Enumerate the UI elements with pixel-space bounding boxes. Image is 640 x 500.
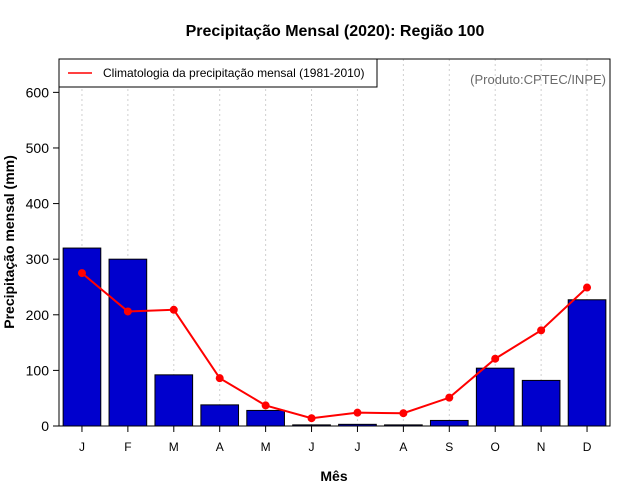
x-tick-label: A <box>399 440 407 454</box>
x-tick-label: A <box>216 440 224 454</box>
x-tick-label: J <box>354 440 360 454</box>
bar-9 <box>475 367 515 427</box>
x-tick-label: J <box>309 440 315 454</box>
bar-4 <box>246 409 285 427</box>
x-tick-label: D <box>583 440 592 454</box>
climatology-point-7 <box>399 409 408 418</box>
bar-11 <box>567 299 607 427</box>
y-axis-label: Precipitação mensal (mm) <box>1 155 17 329</box>
climatology-series <box>77 269 592 423</box>
bar-series <box>62 247 607 427</box>
x-tick-label: O <box>491 440 500 454</box>
climatology-point-4 <box>261 401 270 410</box>
legend: Climatologia da precipitação mensal (198… <box>58 58 378 88</box>
y-tick-label: 500 <box>26 140 50 156</box>
legend-entry: Climatologia da precipitação mensal (198… <box>103 66 364 80</box>
climatology-point-5 <box>307 414 316 423</box>
climatology-point-10 <box>537 326 546 335</box>
x-tick-label: M <box>169 440 179 454</box>
climatology-point-0 <box>77 269 86 278</box>
legend-box <box>58 58 378 88</box>
y-tick-label: 100 <box>26 362 50 378</box>
x-tick-label: F <box>124 440 131 454</box>
bar-3 <box>200 404 240 427</box>
bar-0 <box>62 247 102 427</box>
x-tick-label: M <box>261 440 271 454</box>
climatology-point-8 <box>445 393 454 402</box>
y-tick-label: 300 <box>26 251 50 267</box>
x-axis-label: Mês <box>320 468 347 484</box>
climatology-point-11 <box>583 283 592 292</box>
y-tick-label: 600 <box>26 84 50 100</box>
y-tick-label: 400 <box>26 196 50 212</box>
bar-8 <box>429 419 469 427</box>
x-tick-label: S <box>445 440 453 454</box>
bar-1 <box>108 258 148 427</box>
y-tick-label: 0 <box>41 418 49 434</box>
x-tick-label: N <box>537 440 546 454</box>
climatology-point-2 <box>169 305 178 314</box>
y-tick-label: 200 <box>26 307 50 323</box>
x-tick-label: J <box>79 440 85 454</box>
bar-10 <box>521 379 561 427</box>
bar-2 <box>154 374 194 427</box>
chart-title: Precipitação Mensal (2020): Região 100 <box>186 23 485 40</box>
climatology-point-3 <box>215 374 224 383</box>
credit-annotation: (Produto:CPTEC/INPE) <box>470 72 606 87</box>
y-axis: 0 100 200 300 400 500 600 <box>26 84 59 434</box>
climatology-point-1 <box>123 307 132 316</box>
climatology-point-6 <box>353 408 362 417</box>
climatology-point-9 <box>491 354 500 363</box>
climatology-line <box>81 272 588 420</box>
